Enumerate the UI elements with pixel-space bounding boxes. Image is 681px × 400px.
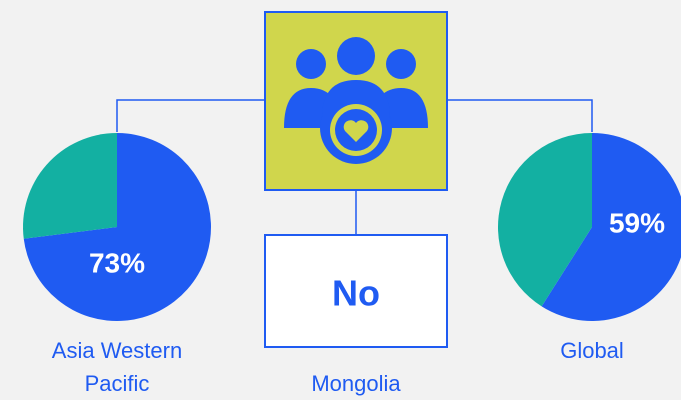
slice-label: 73% bbox=[89, 247, 145, 278]
slice-label: 59% bbox=[609, 207, 665, 238]
connectors bbox=[116, 99, 593, 235]
answer: No bbox=[332, 273, 380, 314]
connector-left bbox=[116, 99, 265, 132]
pie-slice bbox=[498, 133, 592, 307]
answer-label: Mongolia bbox=[311, 371, 401, 396]
answer-box bbox=[264, 234, 448, 348]
pie-slice bbox=[23, 133, 212, 321]
pie-title: Global bbox=[560, 338, 624, 363]
pie-title: Asia Western Pacific bbox=[52, 338, 182, 396]
connector-right bbox=[447, 99, 593, 132]
pie-slice bbox=[23, 133, 118, 239]
pie-slice bbox=[541, 133, 681, 321]
people-heart-icon bbox=[284, 37, 428, 164]
